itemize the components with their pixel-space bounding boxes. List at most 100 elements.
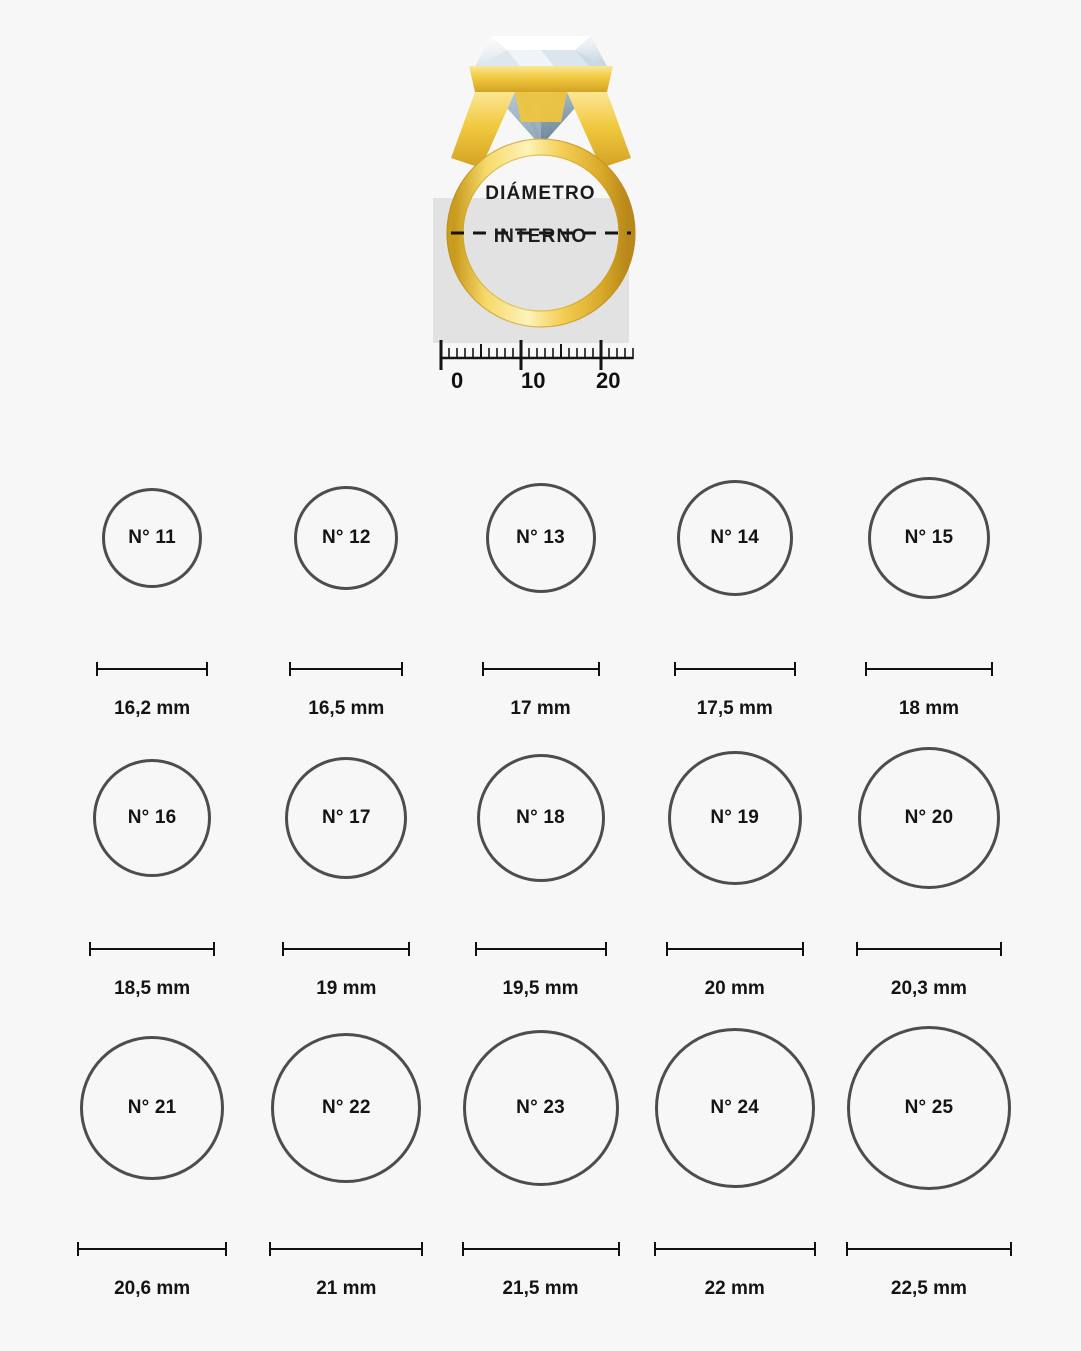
ring-size-number: N° 24: [710, 1097, 760, 1118]
diameter-measure-bar: [845, 1242, 1012, 1256]
ring-size-cell[interactable]: N° 20 20,3 mm: [832, 720, 1026, 1000]
ring-size-circle[interactable]: N° 23: [462, 1030, 619, 1186]
ring-size-number: N° 15: [904, 527, 954, 548]
ring-size-cell[interactable]: N° 24 22 mm: [638, 1000, 832, 1300]
ring-size-grid: N° 11 16,2 mm N° 12 16,5 mm N° 13 17 mm N° 14 1…: [0, 440, 1081, 1300]
measure-line: [653, 1248, 816, 1250]
ring-size-circle[interactable]: N° 12: [294, 486, 399, 590]
measure-cap-right: [225, 1242, 228, 1256]
diameter-mm-label: 20 mm: [704, 978, 765, 999]
ring-size-circle[interactable]: N° 13: [485, 483, 596, 593]
ring-circle-zone: N° 17: [249, 720, 443, 916]
diameter-mm-label: 17,5 mm: [696, 698, 773, 719]
ring-circle-zone: N° 13: [443, 440, 637, 636]
diameter-measure-bar: [474, 942, 607, 956]
diameter-measure-bar: [77, 1242, 228, 1256]
ring-size-circle[interactable]: N° 20: [857, 747, 1000, 889]
interno-label: INTERNO: [493, 226, 588, 247]
ring-size-cell[interactable]: N° 11 16,2 mm: [55, 440, 249, 720]
size-row-3: N° 21 20,6 mm N° 22 21 mm N° 23 21,5 mm N° 24 2…: [0, 1000, 1081, 1300]
measure-cap-right: [617, 1242, 620, 1256]
ring-size-cell[interactable]: N° 18 19,5 mm: [443, 720, 637, 1000]
measure-cap-right: [801, 942, 804, 956]
ring-size-cell[interactable]: N° 13 17 mm: [443, 440, 637, 720]
ring-circle-zone: N° 18: [443, 720, 637, 916]
ring-circle-zone: N° 19: [638, 720, 832, 916]
ring-size-cell[interactable]: N° 17 19 mm: [249, 720, 443, 1000]
diameter-measure-bar: [282, 942, 411, 956]
measure-line: [96, 668, 209, 670]
diameter-mm-label: 19 mm: [316, 978, 377, 999]
ring-size-circle[interactable]: N° 22: [271, 1033, 422, 1183]
measure-cap-right: [604, 942, 607, 956]
ring-size-circle[interactable]: N° 19: [667, 751, 802, 885]
ring-size-cell[interactable]: N° 21 20,6 mm: [55, 1000, 249, 1300]
ring-size-circle[interactable]: N° 21: [80, 1036, 225, 1180]
ring-size-cell[interactable]: N° 12 16,5 mm: [249, 440, 443, 720]
diameter-mm-label: 20,6 mm: [114, 1278, 191, 1299]
measure-cap-right: [401, 662, 404, 676]
ring-size-circle[interactable]: N° 17: [285, 757, 408, 879]
ring-size-cell[interactable]: N° 19 20 mm: [638, 720, 832, 1000]
ring-size-number: N° 11: [128, 527, 176, 548]
measure-line: [845, 1248, 1012, 1250]
ring-size-number: N° 13: [516, 527, 565, 548]
diameter-measure-bar: [653, 1242, 816, 1256]
ring-setting: [450, 66, 631, 168]
diameter-measure-bar: [289, 662, 404, 676]
measure-cap-right: [990, 662, 993, 676]
ring-size-cell[interactable]: N° 16 18,5 mm: [55, 720, 249, 1000]
ring-circle-zone: N° 22: [249, 1000, 443, 1216]
ring-size-number: N° 14: [710, 527, 760, 548]
ring-size-cell[interactable]: N° 15 18 mm: [832, 440, 1026, 720]
ring-size-circle[interactable]: N° 25: [846, 1026, 1011, 1190]
ring-size-number: N° 12: [321, 527, 371, 548]
ring-diagram-svg: [432, 36, 636, 370]
ring-size-circle[interactable]: N° 11: [102, 488, 203, 588]
ring-size-cell[interactable]: N° 23 21,5 mm: [443, 1000, 637, 1300]
ring-circle-zone: N° 11: [55, 440, 249, 636]
ring-size-circle[interactable]: N° 24: [654, 1028, 815, 1188]
diameter-mm-label: 17 mm: [510, 698, 571, 719]
diameter-measure-bar: [461, 1242, 620, 1256]
measure-line: [864, 668, 993, 670]
measure-line: [282, 948, 411, 950]
diameter-mm-label: 16,5 mm: [308, 698, 385, 719]
ring-circle-zone: N° 24: [638, 1000, 832, 1216]
ring-size-circle[interactable]: N° 14: [676, 480, 793, 596]
ring-size-circle[interactable]: N° 16: [93, 759, 212, 877]
ring-size-circle[interactable]: N° 18: [476, 754, 605, 882]
size-row-1: N° 11 16,2 mm N° 12 16,5 mm N° 13 17 mm N° 14 1…: [0, 440, 1081, 720]
ring-circle-zone: N° 25: [832, 1000, 1026, 1216]
ring-size-number: N° 16: [127, 807, 177, 828]
measure-cap-right: [597, 662, 600, 676]
ring-circle-zone: N° 23: [443, 1000, 637, 1216]
diameter-mm-label: 19,5 mm: [502, 978, 579, 999]
diametro-label: DIÁMETRO: [485, 183, 596, 204]
ring-size-cell[interactable]: N° 14 17,5 mm: [638, 440, 832, 720]
size-row-2: N° 16 18,5 mm N° 17 19 mm N° 18 19,5 mm N° 19 2…: [0, 720, 1081, 1000]
diameter-mm-label: 20,3 mm: [890, 978, 967, 999]
ring-circle-zone: N° 20: [832, 720, 1026, 916]
diameter-mm-label: 22 mm: [704, 1278, 765, 1299]
measure-cap-right: [999, 942, 1002, 956]
ring-illustration-section: DIÁMETRO INTERNO 0 10 20: [0, 0, 1081, 420]
measure-line: [855, 948, 1002, 950]
measure-cap-right: [421, 1242, 424, 1256]
ring-size-number: N° 18: [516, 807, 565, 828]
ring-circle-zone: N° 16: [55, 720, 249, 916]
ruler: [439, 340, 634, 370]
diameter-mm-label: 18,5 mm: [114, 978, 191, 999]
measure-line: [665, 948, 804, 950]
ring-size-number: N° 21: [127, 1097, 177, 1118]
measure-line: [673, 668, 796, 670]
ring-size-circle[interactable]: N° 15: [867, 477, 990, 599]
measure-line: [269, 1248, 424, 1250]
measure-line: [474, 948, 607, 950]
ring-size-cell[interactable]: N° 25 22,5 mm: [832, 1000, 1026, 1300]
ring-size-cell[interactable]: N° 22 21 mm: [249, 1000, 443, 1300]
measure-cap-right: [408, 942, 411, 956]
diameter-mm-label: 21,5 mm: [502, 1278, 579, 1299]
ring-circle-zone: N° 14: [638, 440, 832, 636]
